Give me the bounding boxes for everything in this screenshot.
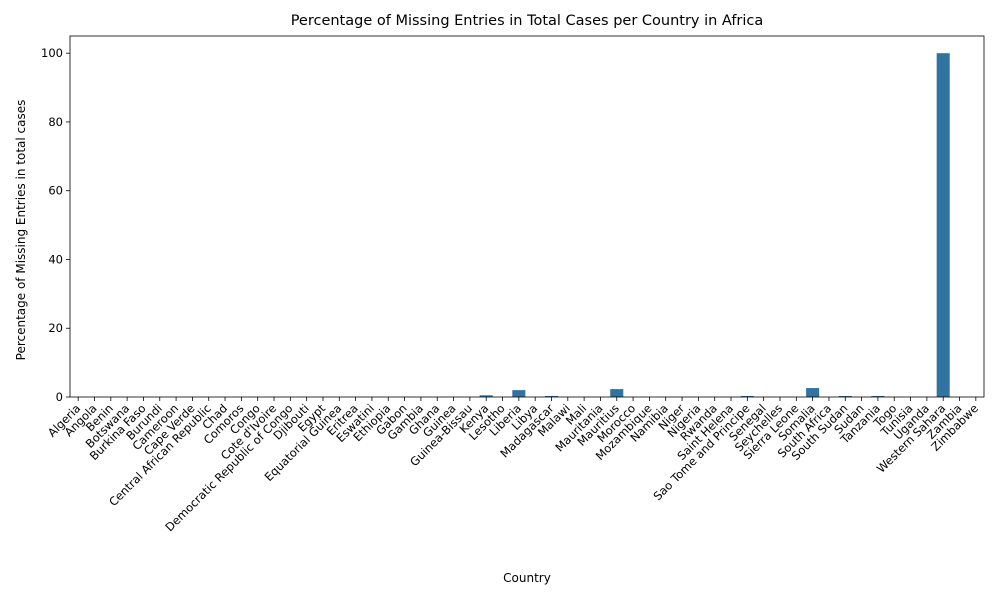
y-axis-label: Percentage of Missing Entries in total c…: [14, 100, 28, 361]
bar-29: [544, 395, 559, 397]
bar-53: [936, 53, 950, 397]
axes-frame: [69, 35, 985, 398]
x-axis-label: Country: [503, 571, 551, 585]
bar-27: [512, 390, 526, 397]
y-tick-label-0: 0: [56, 390, 63, 404]
bar-33: [610, 389, 624, 397]
bar-41: [740, 395, 754, 397]
bar-25: [479, 395, 493, 397]
bar-45: [806, 388, 820, 397]
y-tick-label-2: 40: [48, 252, 63, 266]
chart-title: Percentage of Missing Entries in Total C…: [291, 13, 764, 29]
bar-47: [838, 395, 852, 397]
plot-area-border: [69, 35, 985, 398]
y-axis-ticks: 0 20 40 60 80 100: [41, 46, 70, 404]
y-tick-label-3: 60: [48, 184, 63, 198]
y-tick-label-1: 20: [48, 321, 63, 335]
y-tick-label-5: 100: [41, 46, 63, 60]
y-tick-label-4: 80: [48, 115, 63, 129]
bars-group: [479, 53, 950, 397]
bar-49: [871, 395, 885, 397]
